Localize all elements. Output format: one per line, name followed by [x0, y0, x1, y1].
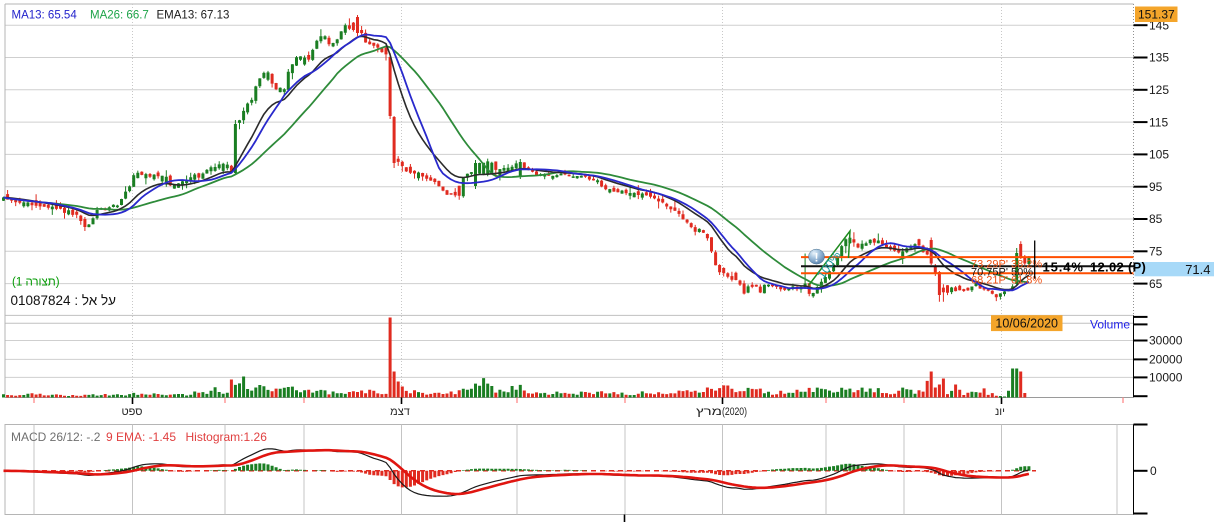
svg-text:!: ! — [815, 251, 819, 265]
svg-text:MA26: 66.7: MA26: 66.7 — [90, 10, 149, 22]
svg-text:(2020): (2020) — [722, 406, 747, 418]
svg-text:0: 0 — [1150, 464, 1157, 478]
svg-text:MA13: 65.54: MA13: 65.54 — [12, 10, 78, 22]
svg-text:75: 75 — [1149, 245, 1163, 259]
svg-text:105: 105 — [1149, 148, 1169, 162]
svg-text:9 EMA: -1.45: 9 EMA: -1.45 — [106, 430, 176, 444]
svg-text:(תצורה 1): (תצורה 1) — [12, 277, 60, 289]
svg-text:95: 95 — [1149, 180, 1163, 194]
svg-text:73.29P' 38.2%: 73.29P' 38.2% — [971, 259, 1042, 271]
svg-text:Histogram:1.26: Histogram:1.26 — [186, 430, 268, 444]
svg-text:יונ: יונ — [995, 406, 1005, 418]
svg-text:10/06/2020: 10/06/2020 — [995, 317, 1058, 331]
svg-text:115: 115 — [1149, 115, 1168, 129]
svg-text:Volume: Volume — [1090, 318, 1130, 332]
svg-text:85: 85 — [1149, 212, 1163, 226]
svg-text:10000: 10000 — [1149, 371, 1183, 385]
svg-text:EMA13: 67.13: EMA13: 67.13 — [157, 10, 230, 22]
svg-text:דצמ: דצמ — [390, 406, 410, 418]
svg-text:135: 135 — [1149, 51, 1169, 65]
svg-text:15.4%: 15.4% — [1043, 260, 1084, 275]
svg-text:68.21P' 61.8%: 68.21P' 61.8% — [971, 275, 1042, 287]
svg-text:ספט: ספט — [122, 406, 143, 418]
svg-text:151.37: 151.37 — [1138, 8, 1175, 22]
svg-text:MACD 26/12: -.2: MACD 26/12: -.2 — [11, 430, 101, 444]
svg-text:20000: 20000 — [1149, 353, 1183, 367]
svg-text:65: 65 — [1149, 277, 1163, 291]
svg-text:71.4: 71.4 — [1185, 262, 1210, 277]
svg-text:מרץ: מרץ — [696, 406, 722, 418]
svg-text:30000: 30000 — [1149, 334, 1183, 348]
svg-text:01087824 : על אל: 01087824 : על אל — [11, 293, 117, 308]
svg-text:12.02 (P): 12.02 (P) — [1090, 260, 1146, 275]
svg-text:70.75P' 50%: 70.75P' 50% — [971, 267, 1033, 279]
svg-text:125: 125 — [1149, 83, 1169, 97]
